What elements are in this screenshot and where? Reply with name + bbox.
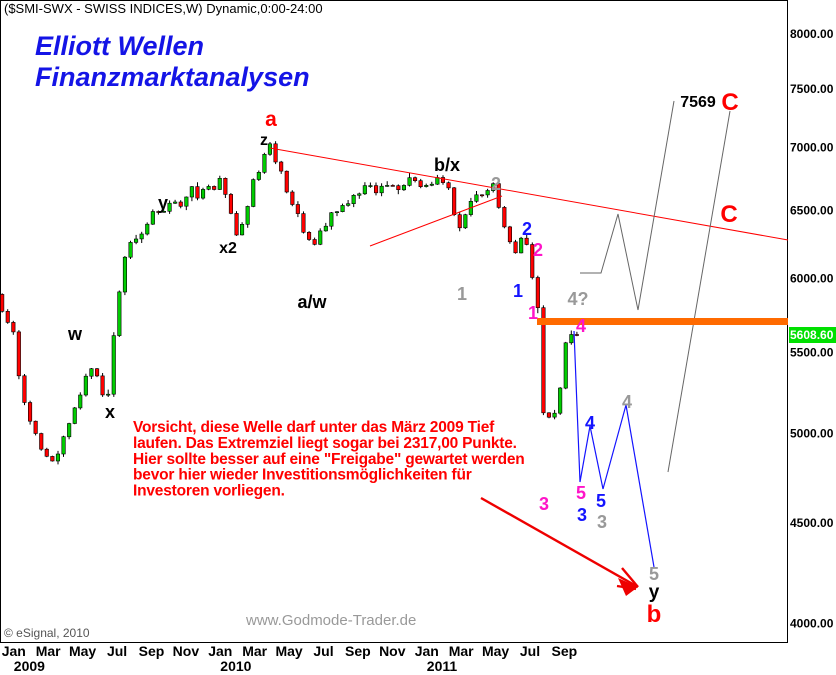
svg-text:x: x <box>105 402 115 422</box>
svg-text:www.Godmode-Trader.de: www.Godmode-Trader.de <box>245 612 416 629</box>
svg-text:a: a <box>265 108 277 131</box>
svg-text:b/x: b/x <box>434 155 460 175</box>
svg-text:7000.00: 7000.00 <box>790 141 834 155</box>
svg-text:Sep: Sep <box>139 643 165 659</box>
svg-text:y: y <box>649 582 660 603</box>
svg-text:Hier sollte besser auf eine "F: Hier sollte besser auf eine "Freigabe" g… <box>133 451 525 468</box>
svg-text:1: 1 <box>513 281 523 301</box>
svg-text:a/w: a/w <box>297 292 327 312</box>
svg-text:1: 1 <box>457 284 467 304</box>
svg-text:May: May <box>482 643 509 659</box>
svg-text:3: 3 <box>597 512 607 532</box>
svg-text:6000.00: 6000.00 <box>790 272 834 286</box>
svg-text:Jul: Jul <box>107 643 127 659</box>
svg-text:Finanzmarktanalysen: Finanzmarktanalysen <box>35 62 310 92</box>
svg-text:Vorsicht, diese Welle darf unt: Vorsicht, diese Welle darf unter das Mär… <box>133 419 495 436</box>
svg-text:3: 3 <box>539 494 549 514</box>
svg-text:2010: 2010 <box>220 658 251 674</box>
svg-text:Mar: Mar <box>242 643 267 659</box>
svg-text:y: y <box>158 193 168 213</box>
svg-text:b: b <box>647 601 662 628</box>
svg-text:Jan: Jan <box>2 643 26 659</box>
svg-text:May: May <box>275 643 302 659</box>
svg-text:5: 5 <box>576 483 586 503</box>
svg-text:5500.00: 5500.00 <box>790 346 834 360</box>
svg-text:Investoren vorliegen.: Investoren vorliegen. <box>133 483 285 500</box>
svg-text:4: 4 <box>585 413 595 433</box>
svg-text:Mar: Mar <box>449 643 474 659</box>
svg-text:Sep: Sep <box>552 643 578 659</box>
svg-text:Mar: Mar <box>36 643 61 659</box>
svg-text:Sep: Sep <box>345 643 371 659</box>
svg-text:Jul: Jul <box>520 643 540 659</box>
svg-text:7500.00: 7500.00 <box>790 82 834 96</box>
svg-text:8000.00: 8000.00 <box>790 27 834 41</box>
svg-text:2: 2 <box>533 240 543 260</box>
svg-text:7569: 7569 <box>680 94 716 111</box>
svg-text:2011: 2011 <box>427 658 458 674</box>
svg-text:w: w <box>67 324 83 344</box>
svg-text:Jan: Jan <box>415 643 439 659</box>
svg-text:2: 2 <box>522 219 532 239</box>
svg-text:laufen. Das Extremziel liegt s: laufen. Das Extremziel liegt sogar bei 2… <box>133 435 517 452</box>
svg-text:© eSignal, 2010: © eSignal, 2010 <box>4 626 90 640</box>
svg-text:Jan: Jan <box>208 643 232 659</box>
svg-text:4: 4 <box>622 392 632 412</box>
svg-text:3: 3 <box>577 505 587 525</box>
svg-text:Nov: Nov <box>379 643 406 659</box>
svg-text:Jul: Jul <box>313 643 333 659</box>
svg-text:bevor hier wieder Investitions: bevor hier wieder Investitionsmöglichkei… <box>133 467 472 484</box>
svg-text:May: May <box>69 643 96 659</box>
svg-text:5: 5 <box>649 564 659 584</box>
svg-text:x2: x2 <box>219 240 237 257</box>
svg-text:Elliott Wellen: Elliott Wellen <box>35 31 204 61</box>
svg-text:1: 1 <box>528 303 538 323</box>
svg-text:2009: 2009 <box>14 658 45 674</box>
svg-text:Nov: Nov <box>173 643 200 659</box>
svg-text:2: 2 <box>491 174 501 194</box>
svg-text:C: C <box>721 89 738 116</box>
svg-text:C: C <box>720 201 737 228</box>
svg-text:5: 5 <box>596 491 606 511</box>
svg-text:4000.00: 4000.00 <box>790 616 834 630</box>
svg-text:5000.00: 5000.00 <box>790 427 834 441</box>
svg-text:($SMI-SWX - SWISS INDICES,W) D: ($SMI-SWX - SWISS INDICES,W) Dynamic,0:0… <box>4 1 323 16</box>
svg-text:4?: 4? <box>567 289 588 309</box>
svg-text:6500.00: 6500.00 <box>790 204 834 218</box>
svg-text:4: 4 <box>576 316 586 336</box>
svg-text:5608.60: 5608.60 <box>790 328 834 342</box>
svg-text:4500.00: 4500.00 <box>790 516 834 530</box>
svg-text:z: z <box>260 132 268 149</box>
